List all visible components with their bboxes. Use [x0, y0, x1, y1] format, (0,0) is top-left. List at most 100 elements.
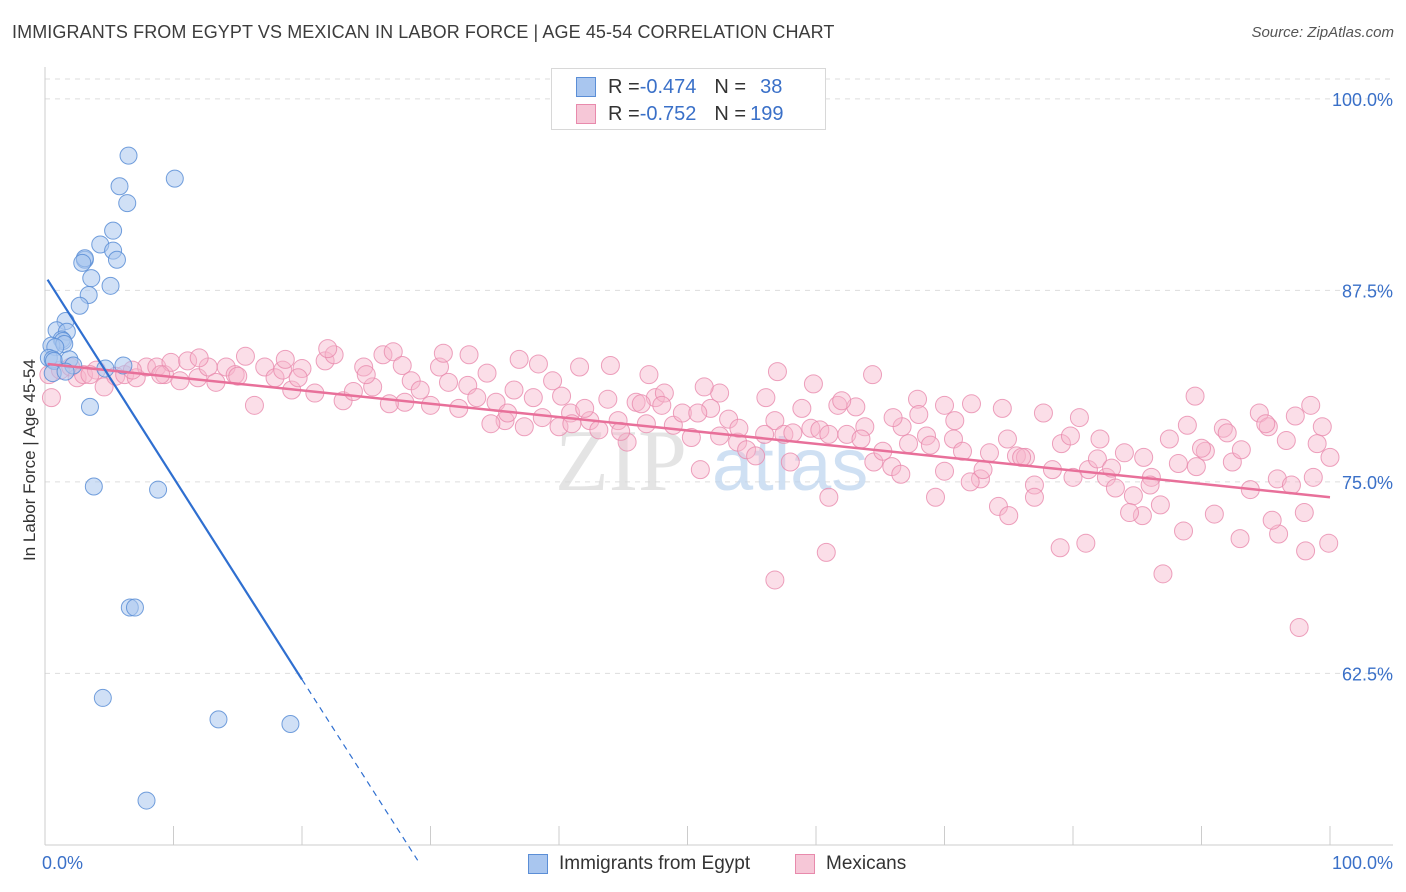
data-point-mexicans [701, 398, 721, 418]
data-point-mexicans [178, 351, 198, 371]
data-point-mexicans [688, 403, 708, 423]
data-point-mexicans [514, 417, 534, 437]
data-point-mexicans [1060, 426, 1080, 446]
data-point-mexicans [1153, 564, 1173, 584]
data-point-mexicans [161, 352, 181, 372]
data-point-mexicans [575, 398, 595, 418]
data-point-mexicans [228, 366, 248, 386]
legend-swatch-egypt [528, 854, 548, 874]
data-point-mexicans [970, 469, 990, 489]
legend-swatch-mexicans [795, 854, 815, 874]
data-point-mexicans [973, 460, 993, 480]
x-tick-label: 100.0% [1332, 853, 1393, 873]
data-point-mexicans [356, 365, 376, 385]
data-point-mexicans [459, 345, 479, 365]
correlation-legend: R = -0.474 N = 38 R = -0.752 N = 199 [551, 68, 826, 130]
legend-swatch-egypt [576, 77, 596, 97]
data-point-egypt [82, 269, 101, 288]
data-point-mexicans [1033, 403, 1053, 423]
data-point-mexicans [917, 426, 937, 446]
data-point-egypt [84, 477, 103, 496]
data-point-egypt [118, 194, 137, 213]
data-point-mexicans [1114, 443, 1134, 463]
data-point-mexicans [1192, 438, 1211, 458]
data-point-mexicans [694, 377, 714, 397]
data-point-mexicans [765, 570, 785, 590]
data-point-mexicans [410, 380, 430, 400]
data-point-mexicans [1249, 403, 1269, 423]
data-point-mexicans [631, 394, 651, 414]
data-point-mexicans [926, 487, 946, 507]
data-point-mexicans [846, 397, 866, 417]
trend-line-mexicans [47, 362, 1331, 499]
data-point-mexicans [863, 365, 883, 385]
data-point-mexicans [532, 408, 552, 428]
data-point-mexicans [756, 388, 776, 408]
data-point-mexicans [1319, 533, 1339, 553]
data-point-mexicans [945, 411, 965, 431]
data-point-egypt [80, 397, 99, 416]
data-point-mexicans [1230, 529, 1250, 549]
data-point-mexicans [1296, 541, 1316, 561]
data-point-mexicans [354, 357, 374, 377]
data-point-mexicans [528, 354, 548, 374]
legend-r-value: -0.752 [639, 102, 697, 125]
data-point-egypt [70, 296, 89, 315]
data-point-mexicans [1231, 440, 1251, 460]
data-point-mexicans [41, 388, 61, 408]
data-point-egypt [107, 250, 126, 269]
data-point-mexicans [318, 339, 338, 359]
data-point-mexicans [1281, 475, 1301, 495]
legend-swatch-mexicans [576, 104, 596, 124]
data-point-mexicans [1267, 469, 1287, 489]
data-point-mexicans [1195, 441, 1215, 461]
legend-r-value: -0.474 [639, 75, 697, 98]
data-point-mexicans [816, 542, 836, 562]
data-point-egypt [149, 480, 168, 499]
data-point-mexicans [523, 388, 543, 408]
data-point-mexicans [275, 349, 295, 369]
legend-label-egypt: Immigrants from Egypt [559, 853, 751, 874]
data-point-mexicans [979, 443, 999, 463]
data-point-mexicans [837, 424, 857, 444]
data-point-mexicans [855, 417, 875, 437]
data-point-mexicans [1289, 617, 1309, 637]
data-point-mexicans [1303, 467, 1323, 487]
data-point-mexicans [1063, 467, 1083, 487]
data-point-mexicans [1307, 434, 1327, 454]
axes [44, 67, 1393, 846]
data-point-mexicans [600, 355, 620, 375]
data-point-mexicans [292, 359, 312, 379]
data-point-mexicans [792, 398, 812, 418]
data-point-mexicans [935, 395, 954, 415]
data-point-mexicans [636, 414, 656, 434]
legend-n-label: N = [714, 75, 747, 98]
data-point-mexicans [1090, 429, 1110, 449]
legend-item-egypt[interactable]: Immigrants from Egypt [528, 851, 750, 877]
legend-n-label: N = [714, 102, 747, 125]
series-egypt [39, 146, 300, 810]
data-point-egypt [114, 356, 133, 375]
data-point-mexicans [1177, 415, 1197, 435]
data-point-mexicans [438, 372, 458, 392]
data-point-mexicans [1256, 414, 1276, 434]
data-point-mexicans [690, 460, 710, 480]
series-mexicans [39, 339, 1340, 637]
trend-line-egypt-extension [301, 679, 419, 861]
data-point-mexicans [1069, 408, 1089, 428]
data-point-mexicans [1050, 538, 1070, 558]
data-point-mexicans [681, 427, 701, 447]
data-point-mexicans [1132, 506, 1152, 526]
data-point-mexicans [504, 380, 524, 400]
data-point-mexicans [383, 342, 403, 362]
data-point-mexicans [1105, 478, 1125, 498]
legend-n-value: 199 [750, 102, 784, 125]
y-tick-label: 75.0% [1342, 473, 1393, 493]
data-point-mexicans [1186, 457, 1206, 477]
data-point-mexicans [235, 346, 255, 366]
data-point-mexicans [883, 408, 903, 428]
legend-item-mexicans[interactable]: Mexicans [795, 851, 906, 877]
data-point-mexicans [1087, 449, 1107, 469]
data-point-mexicans [639, 365, 659, 385]
data-point-mexicans [617, 432, 637, 452]
